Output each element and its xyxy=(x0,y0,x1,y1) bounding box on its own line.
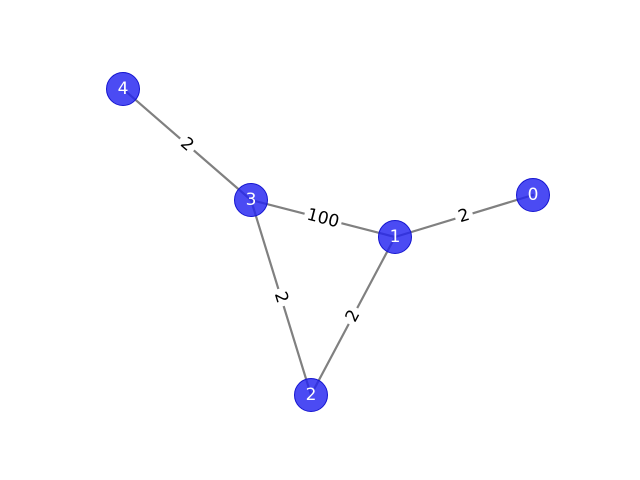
node-circle[interactable] xyxy=(294,378,328,412)
node-label: 2 xyxy=(306,385,317,405)
node-label: 3 xyxy=(246,190,257,210)
edge-label-background xyxy=(302,204,344,233)
edge-label-4-3: 2 xyxy=(173,131,201,158)
nodes-layer: 0 1 2 3 4 xyxy=(106,72,550,412)
edge-label-background xyxy=(452,203,476,229)
edge-label-background xyxy=(339,303,367,329)
edge-label-3-1: 100 xyxy=(302,204,344,233)
edge-label-3-2: 2 xyxy=(268,285,294,310)
node-circle[interactable] xyxy=(378,220,412,254)
edge-label-background xyxy=(268,285,294,310)
edge-weight-label: 100 xyxy=(305,205,341,232)
node-1[interactable]: 1 xyxy=(378,220,412,254)
node-label: 4 xyxy=(118,79,129,99)
node-circle[interactable] xyxy=(234,183,268,217)
node-circle[interactable] xyxy=(516,178,550,212)
node-label: 1 xyxy=(390,227,401,247)
node-0[interactable]: 0 xyxy=(516,178,550,212)
edge-labels-layer: 2 100 2 2 2 xyxy=(173,131,476,329)
node-label: 0 xyxy=(528,185,539,205)
node-4[interactable]: 4 xyxy=(106,72,140,106)
edge-label-background xyxy=(173,131,201,158)
edge-label-1-2: 2 xyxy=(339,303,367,329)
node-circle[interactable] xyxy=(106,72,140,106)
node-2[interactable]: 2 xyxy=(294,378,328,412)
edge-label-1-0: 2 xyxy=(452,203,476,229)
node-3[interactable]: 3 xyxy=(234,183,268,217)
